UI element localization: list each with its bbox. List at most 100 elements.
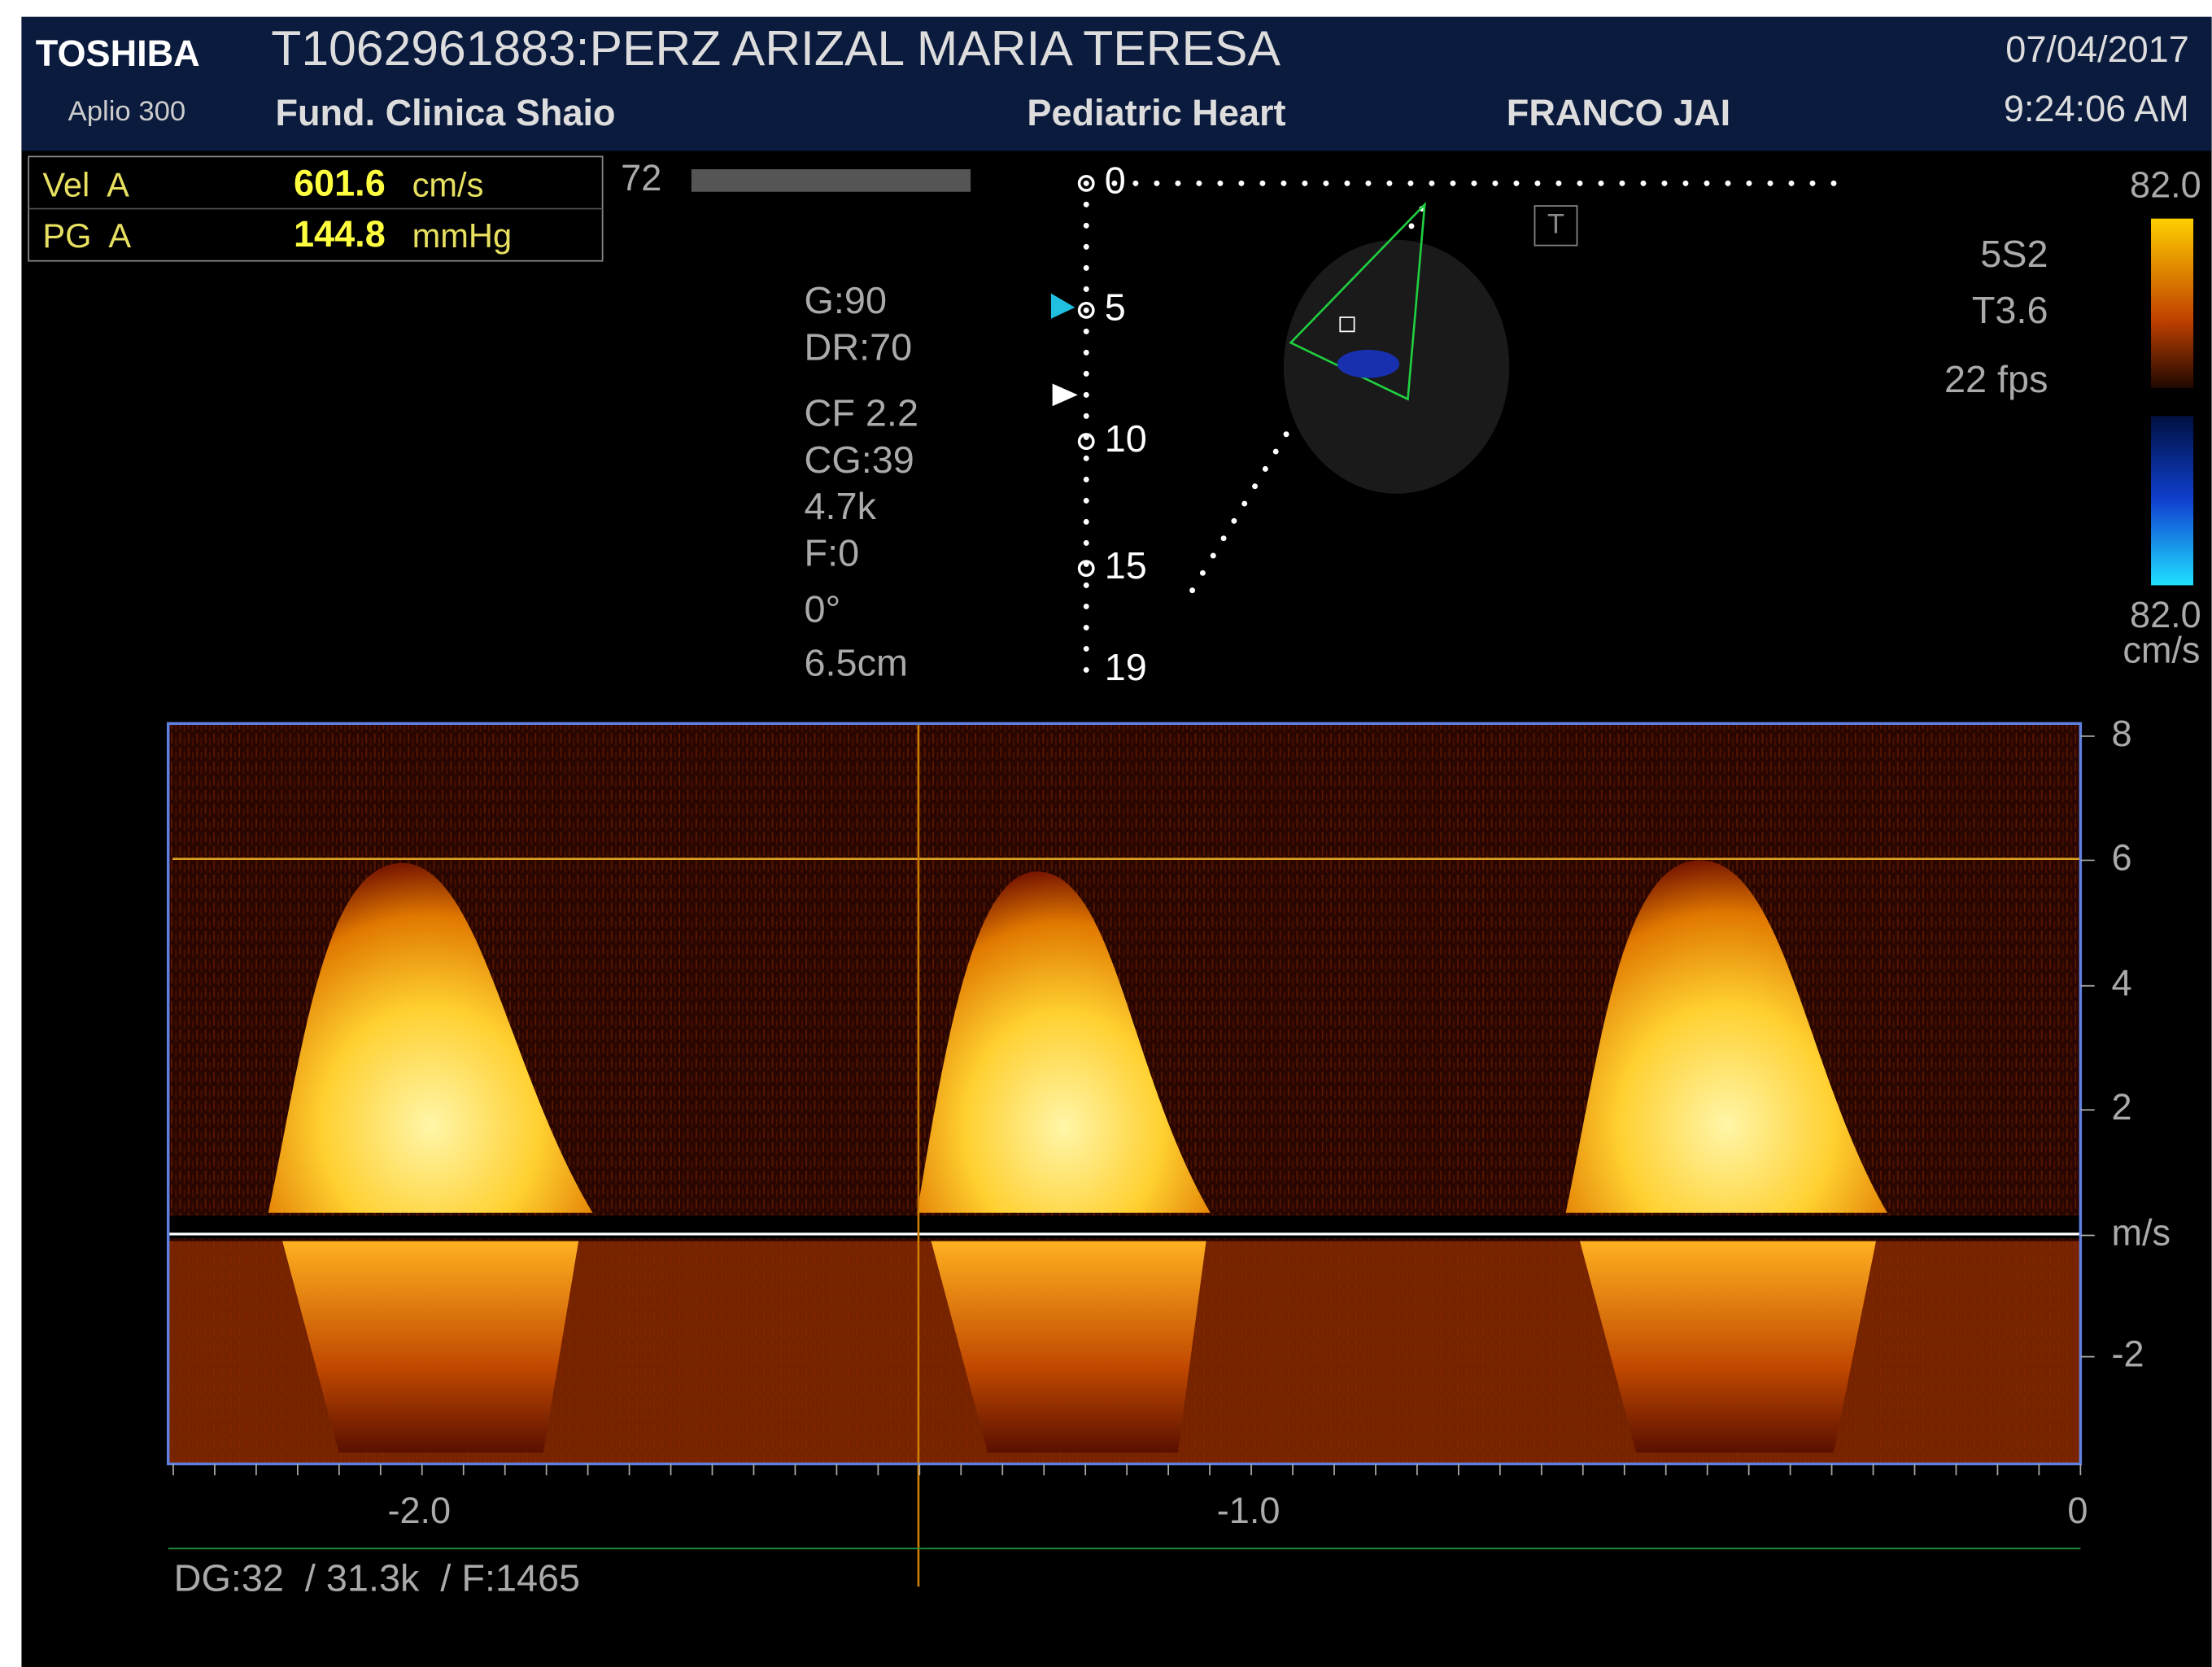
depth-dot [1084, 519, 1089, 525]
footer: DG:32 / 31.3k / F:1465 [174, 1557, 580, 1599]
screen: TOSHIBA Aplio 300 T1062961883:PERZ ARIZA… [0, 0, 2212, 1667]
lateral-dot [1323, 181, 1329, 186]
sector-dot [1273, 449, 1279, 455]
preset: Pediatric Heart [1027, 92, 1285, 133]
depth-dot [1084, 456, 1089, 461]
lateral-dot [1154, 181, 1159, 186]
depth-dot [1084, 202, 1089, 207]
t-marker: T [1547, 209, 1564, 240]
depth-label: 19 [1105, 646, 1147, 688]
param: DR:70 [805, 325, 913, 368]
lateral-dot [1831, 181, 1837, 186]
lateral-dot [1726, 181, 1731, 186]
lateral-dot [1132, 181, 1138, 186]
color-bar-cool [2151, 416, 2193, 585]
lateral-dot [1662, 181, 1668, 186]
counter: 72 [621, 157, 661, 199]
depth-label: 0 [1105, 159, 1126, 202]
institution: Fund. Clinica Shaio [275, 92, 615, 133]
depth-label: 15 [1105, 544, 1147, 587]
lateral-dot [1810, 181, 1816, 186]
lateral-dot [1386, 181, 1392, 186]
color-bar-unit: cm/s [2123, 630, 2200, 671]
depth-dot [1084, 286, 1089, 292]
lateral-dot [1683, 181, 1689, 186]
sector-dot [1231, 518, 1237, 524]
param: 0° [805, 588, 841, 631]
lateral-dot [1175, 181, 1180, 186]
time-label: 0 [2067, 1490, 2088, 1531]
lateral-dot [1344, 181, 1350, 186]
fps: 22 fps [1944, 358, 2048, 400]
velocity-label: 8 [2111, 713, 2131, 754]
depth-dot [1084, 667, 1089, 673]
sector-dot [1284, 431, 1289, 437]
depth-dot [1084, 583, 1089, 588]
date: 07/04/2017 [2005, 28, 2189, 70]
sector-dot [1221, 535, 1227, 541]
meas-label: PG A [42, 216, 131, 255]
lateral-dot [1598, 181, 1603, 186]
velocity-label: 2 [2111, 1086, 2131, 1128]
color-bar-warm [2151, 219, 2193, 388]
lateral-dot [1365, 181, 1371, 186]
lateral-dot [1450, 181, 1455, 186]
lateral-dot [1555, 181, 1561, 186]
page: TOSHIBA Aplio 300 T1062961883:PERZ ARIZA… [0, 0, 2212, 1667]
time: 9:24:06 AM [2004, 88, 2189, 129]
lateral-dot [1407, 181, 1413, 186]
velocity-label: m/s [2111, 1211, 2171, 1253]
param: CF 2.2 [805, 392, 918, 434]
depth-dot [1084, 181, 1089, 186]
lateral-dot [1238, 181, 1244, 186]
param: G:90 [805, 279, 887, 321]
depth-dot [1084, 625, 1089, 631]
depth-dot [1084, 371, 1089, 377]
brand: TOSHIBA [36, 33, 200, 74]
param: 6.5cm [805, 642, 908, 684]
depth-dot [1084, 540, 1089, 546]
depth-dot [1084, 477, 1089, 482]
lateral-dot [1217, 181, 1223, 186]
lateral-dot [1619, 181, 1625, 186]
lateral-dot [1492, 181, 1498, 186]
lateral-dot [1513, 181, 1519, 186]
param: CG:39 [805, 439, 914, 481]
depth-dot [1084, 604, 1089, 609]
patient: T1062961883:PERZ ARIZAL MARIA TERESA [271, 20, 1281, 76]
model: Aplio 300 [68, 96, 186, 127]
depth-label: 10 [1105, 417, 1147, 460]
reverse-peaks [282, 1241, 1876, 1452]
mode: T3.6 [1972, 289, 2048, 331]
depth-dot [1084, 329, 1089, 334]
sector-dot [1409, 223, 1415, 229]
lateral-dot [1302, 181, 1307, 186]
sector-dot [1241, 501, 1247, 507]
lateral-dot [1577, 181, 1582, 186]
param: 4.7k [805, 485, 877, 527]
time-label: -1.0 [1217, 1490, 1281, 1531]
sector-dot [1252, 483, 1258, 489]
lateral-dot [1789, 181, 1795, 186]
param: F:0 [805, 531, 860, 574]
time-label: -2.0 [387, 1490, 451, 1531]
lateral-dot [1281, 181, 1286, 186]
meas-value: 144.8 [294, 213, 386, 255]
lateral-dot [1704, 181, 1710, 186]
depth-dot [1084, 498, 1089, 504]
sector-dot [1263, 466, 1268, 472]
sector-dot [1211, 553, 1216, 559]
progress-bar [692, 169, 971, 192]
depth-dot [1084, 350, 1089, 356]
lateral-dot [1768, 181, 1774, 186]
depth-label: 5 [1105, 286, 1126, 329]
lateral-dot [1534, 181, 1540, 186]
depth-dot [1084, 392, 1089, 398]
meas-unit: cm/s [412, 166, 484, 204]
depth-dot [1084, 244, 1089, 250]
depth-dot [1084, 308, 1089, 313]
color-bar-top: 82.0 [2130, 164, 2201, 205]
meas-label: Vel A [42, 166, 129, 204]
velocity-label: 4 [2111, 962, 2131, 1004]
sector-dot [1189, 587, 1195, 593]
